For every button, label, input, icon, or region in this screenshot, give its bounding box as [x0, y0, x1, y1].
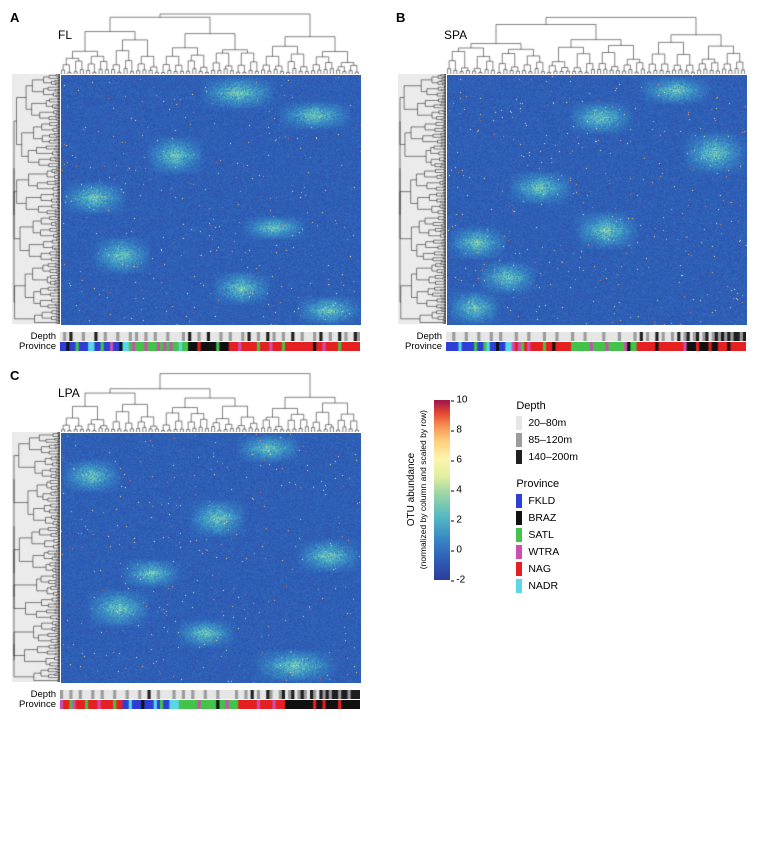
- legend-item-label: NAG: [528, 563, 551, 575]
- legend-item: 140–200m: [516, 450, 578, 464]
- colorbar-label: OTU abundance(normalized by column and s…: [406, 410, 428, 569]
- col-dendrogram: [60, 370, 360, 432]
- legend-province: Province FKLD BRAZ SATL WTRA NAG NADR: [516, 478, 578, 593]
- legend-title: Depth: [516, 400, 578, 412]
- legend-swatch: [516, 433, 522, 447]
- legend-swatch: [516, 416, 522, 430]
- legend-item: BRAZ: [516, 511, 578, 525]
- legend-item-label: WTRA: [528, 546, 559, 558]
- legend-item-label: NADR: [528, 580, 558, 592]
- colorbar-ticks: -20246810: [456, 400, 484, 580]
- depth-bar: [446, 332, 746, 341]
- colorbar-tick: 6: [456, 455, 462, 466]
- depth-bar: [60, 690, 360, 699]
- province-bar: [446, 342, 746, 351]
- colorbar-block: OTU abundance(normalized by column and s…: [406, 400, 484, 580]
- legend-item-label: SATL: [528, 529, 553, 541]
- legend-swatch: [516, 545, 522, 559]
- panel-inner: DepthProvince: [12, 370, 370, 710]
- heatmap: [60, 74, 362, 326]
- colorbar-tick: 4: [456, 485, 462, 496]
- legend-swatch: [516, 579, 522, 593]
- legend-item: SATL: [516, 528, 578, 542]
- panel-b: B SPADepthProvince: [398, 12, 756, 352]
- legend-swatch: [516, 511, 522, 525]
- colorbar: [434, 400, 450, 580]
- panel-c: C LPADepthProvince: [12, 370, 370, 710]
- legend-lists: Depth 20–80m 85–120m 140–200m Province FKLD BR…: [516, 400, 578, 593]
- legend-swatch: [516, 562, 522, 576]
- colorbar-tick: 0: [456, 545, 462, 556]
- heatmap: [60, 432, 362, 684]
- legend-swatch: [516, 494, 522, 508]
- legend-panel: OTU abundance(normalized by column and s…: [398, 370, 756, 710]
- colorbar-tick: -2: [456, 575, 465, 586]
- ann-label: Province: [398, 342, 446, 352]
- legend-item-label: BRAZ: [528, 512, 556, 524]
- legend-item: FKLD: [516, 494, 578, 508]
- legend-item: WTRA: [516, 545, 578, 559]
- legend-depth: Depth 20–80m 85–120m 140–200m: [516, 400, 578, 464]
- panel-label: LPA: [58, 386, 80, 400]
- ann-label: Province: [12, 342, 60, 352]
- legend-swatch: [516, 450, 522, 464]
- legend-title: Province: [516, 478, 578, 490]
- legend-item-label: 85–120m: [528, 434, 572, 446]
- panel-inner: DepthProvince: [12, 12, 370, 352]
- col-dendrogram: [60, 12, 360, 74]
- row-dendrogram: [398, 74, 446, 324]
- colorbar-tick: 10: [456, 395, 467, 406]
- row-dendrogram: [12, 432, 60, 682]
- row-dendrogram: [12, 74, 60, 324]
- legend-item: NAG: [516, 562, 578, 576]
- province-bar: [60, 700, 360, 709]
- panel-label: FL: [58, 28, 72, 42]
- colorbar-tick: 2: [456, 515, 462, 526]
- panel-tag: A: [10, 10, 19, 25]
- legend-item: NADR: [516, 579, 578, 593]
- panel-tag: C: [10, 368, 19, 383]
- legend-item: 20–80m: [516, 416, 578, 430]
- ann-label: Province: [12, 700, 60, 710]
- legend-item-label: FKLD: [528, 495, 555, 507]
- province-bar: [60, 342, 360, 351]
- panel-a: A FLDepthProvince: [12, 12, 370, 352]
- figure-grid: AFLDepthProvince BSPADepthProvince CLPAD…: [12, 12, 756, 710]
- colorbar-tick: 8: [456, 425, 462, 436]
- panel-label: SPA: [444, 28, 467, 42]
- legend-item-label: 20–80m: [528, 417, 566, 429]
- legend-swatch: [516, 528, 522, 542]
- depth-bar: [60, 332, 360, 341]
- panel-tag: B: [396, 10, 405, 25]
- panel-inner: DepthProvince: [398, 12, 756, 352]
- legend-item-label: 140–200m: [528, 451, 578, 463]
- legend-item: 85–120m: [516, 433, 578, 447]
- heatmap: [446, 74, 748, 326]
- col-dendrogram: [446, 12, 746, 74]
